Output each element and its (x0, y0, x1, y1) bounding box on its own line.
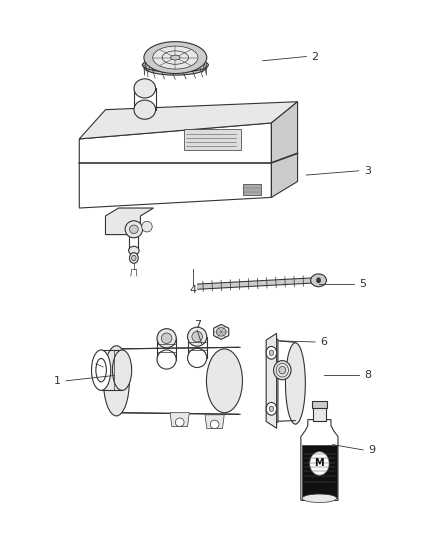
Polygon shape (117, 349, 122, 413)
Bar (243, 184, 261, 195)
Ellipse shape (113, 350, 132, 390)
Circle shape (310, 452, 329, 475)
Ellipse shape (129, 246, 139, 255)
Ellipse shape (206, 349, 243, 413)
Ellipse shape (157, 329, 176, 348)
Ellipse shape (103, 346, 129, 416)
Circle shape (266, 346, 277, 359)
Text: 4: 4 (189, 286, 196, 295)
Ellipse shape (134, 100, 155, 119)
Ellipse shape (187, 349, 207, 368)
Circle shape (130, 253, 138, 263)
Ellipse shape (144, 59, 207, 75)
Text: 7: 7 (194, 320, 201, 330)
Ellipse shape (142, 58, 208, 72)
Polygon shape (79, 123, 272, 208)
Ellipse shape (302, 494, 337, 503)
Polygon shape (301, 419, 338, 500)
Bar (313, 407, 326, 421)
Circle shape (132, 255, 136, 261)
Polygon shape (117, 348, 240, 413)
Polygon shape (170, 413, 189, 426)
Ellipse shape (286, 343, 305, 424)
Ellipse shape (216, 328, 226, 336)
Polygon shape (266, 333, 277, 428)
Bar (311, 401, 327, 408)
Ellipse shape (192, 332, 202, 342)
Circle shape (266, 402, 277, 415)
Bar (184, 130, 241, 150)
Ellipse shape (92, 350, 111, 390)
Text: 8: 8 (364, 370, 371, 381)
Polygon shape (214, 325, 229, 340)
Text: 6: 6 (320, 337, 327, 347)
Ellipse shape (142, 221, 152, 232)
Ellipse shape (187, 327, 207, 346)
Ellipse shape (162, 51, 188, 64)
Ellipse shape (175, 418, 184, 426)
Polygon shape (272, 339, 278, 422)
Ellipse shape (161, 333, 172, 344)
Polygon shape (272, 102, 297, 197)
Text: M: M (314, 458, 324, 469)
Ellipse shape (134, 79, 155, 98)
Ellipse shape (171, 55, 180, 60)
Text: 2: 2 (311, 52, 318, 61)
Ellipse shape (144, 42, 207, 74)
Polygon shape (79, 102, 297, 139)
Ellipse shape (279, 367, 286, 374)
Text: 1: 1 (54, 376, 61, 386)
Ellipse shape (153, 46, 198, 69)
Ellipse shape (130, 225, 138, 233)
Ellipse shape (311, 274, 326, 287)
Ellipse shape (274, 361, 291, 379)
Text: 5: 5 (360, 279, 367, 288)
Bar (302, 445, 337, 498)
Circle shape (269, 406, 274, 411)
Polygon shape (205, 415, 224, 429)
Ellipse shape (96, 359, 106, 382)
Circle shape (269, 350, 274, 356)
Text: 9: 9 (368, 445, 375, 455)
Ellipse shape (125, 221, 143, 238)
Circle shape (316, 278, 321, 283)
Ellipse shape (210, 420, 219, 429)
Text: 3: 3 (364, 166, 371, 176)
Polygon shape (106, 208, 153, 235)
Ellipse shape (157, 350, 176, 369)
